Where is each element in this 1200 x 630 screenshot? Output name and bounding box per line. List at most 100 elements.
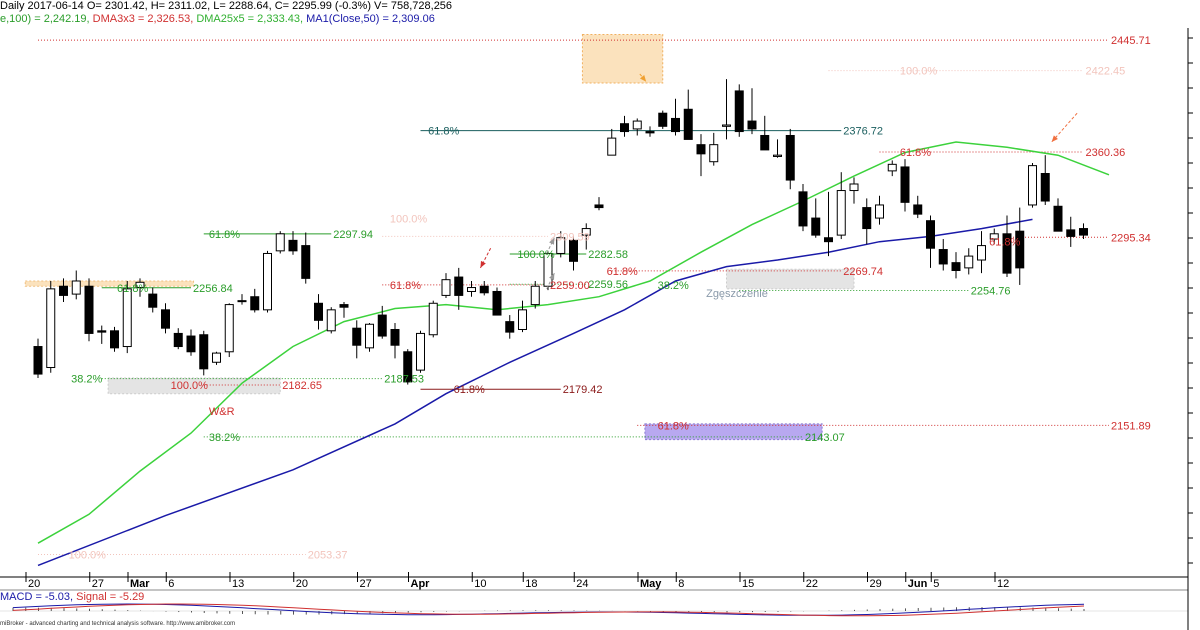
x-tick-label: 6 bbox=[168, 578, 174, 590]
fib-label: 38.2% bbox=[658, 280, 689, 292]
candle-body bbox=[556, 237, 566, 254]
candle-body bbox=[122, 288, 132, 348]
candle-body bbox=[977, 245, 986, 261]
level-price-label: 2259.00 bbox=[550, 280, 590, 292]
level-price-label: 2269.74 bbox=[843, 266, 883, 278]
level-price-label: 2151.89 bbox=[1111, 420, 1151, 432]
candle-body bbox=[683, 108, 693, 140]
candles bbox=[33, 79, 1088, 385]
candle-body bbox=[1053, 205, 1063, 232]
macd-signal: Signal = -5.29 bbox=[73, 591, 145, 603]
arrow-orange-june-head bbox=[1051, 135, 1058, 143]
horizontal-levels bbox=[38, 39, 1109, 555]
candle-body bbox=[59, 285, 68, 296]
x-tick-label: 5 bbox=[933, 578, 939, 590]
candle-body bbox=[224, 304, 234, 353]
arrow-orange-top-head bbox=[639, 75, 647, 82]
candle-body bbox=[84, 285, 94, 334]
candle-body bbox=[301, 245, 311, 279]
candle-body bbox=[467, 287, 476, 292]
candle-body bbox=[964, 255, 974, 269]
candle-body bbox=[326, 309, 336, 332]
candle-body bbox=[875, 204, 884, 219]
shaded-zone-2 bbox=[107, 377, 281, 395]
level-price-label: 2309.59 bbox=[550, 231, 590, 243]
candle-body bbox=[836, 190, 846, 236]
candle-body bbox=[1079, 228, 1088, 236]
candle-body bbox=[428, 302, 438, 336]
level-price-label: 2259.56 bbox=[588, 279, 628, 291]
candle-body bbox=[97, 330, 107, 333]
arrow-gray-lower-head bbox=[549, 237, 555, 245]
candle-body bbox=[492, 290, 502, 316]
candle-body bbox=[747, 120, 757, 130]
right-axis bbox=[1187, 28, 1193, 630]
chart-header-line1: Daily 2017-06-14 O= 2301.42, H= 2311.02,… bbox=[0, 0, 452, 13]
candle-body bbox=[1002, 233, 1012, 274]
candle-body bbox=[250, 296, 260, 311]
fib-label: 61.8% bbox=[658, 420, 689, 432]
fib-label: 100.0% bbox=[69, 549, 107, 561]
arrow-red-april bbox=[479, 247, 492, 269]
candle-body bbox=[569, 239, 578, 262]
candle-body bbox=[1040, 173, 1050, 202]
level-price-label: 2422.45 bbox=[1086, 66, 1126, 78]
candle-body bbox=[1028, 165, 1037, 206]
indicator-readout-1: DMA3x3 = 2,326.53, bbox=[92, 13, 197, 25]
candle-body bbox=[199, 334, 209, 370]
x-tick-label: 15 bbox=[742, 578, 754, 590]
candle-body bbox=[785, 134, 795, 181]
x-tick-label: 20 bbox=[296, 578, 308, 590]
ohlc-readout: Daily 2017-06-14 O= 2301.42, H= 2311.02,… bbox=[0, 0, 453, 12]
macd-line bbox=[12, 603, 1085, 616]
footer-credit: miBroker - advanced charting and technic… bbox=[0, 621, 236, 627]
fib-label: 61.8% bbox=[454, 384, 485, 396]
shaded-zone-1 bbox=[726, 268, 855, 290]
indicator-readout-3: MA1(Close,50) = 2,309.06 bbox=[306, 13, 435, 25]
candle-body bbox=[913, 204, 923, 215]
candle-body bbox=[798, 191, 808, 227]
candle-body bbox=[33, 346, 43, 375]
fib-label: 61.8% bbox=[428, 126, 459, 138]
candle-body bbox=[212, 352, 221, 363]
x-tick-label: 29 bbox=[870, 578, 882, 590]
candle-body bbox=[390, 328, 400, 346]
candle-body bbox=[71, 280, 81, 295]
candle-body bbox=[365, 323, 374, 349]
candle-body bbox=[314, 302, 323, 321]
candle-body bbox=[900, 166, 910, 203]
x-tick-label: 10 bbox=[474, 578, 486, 590]
candle-body bbox=[263, 252, 272, 311]
candle-body bbox=[824, 237, 833, 243]
fib-label: 100.0% bbox=[171, 380, 209, 392]
level-price-label: 2182.65 bbox=[282, 380, 322, 392]
candle-body bbox=[505, 321, 515, 333]
level-price-label: 2297.94 bbox=[333, 229, 373, 241]
dma25-line bbox=[37, 141, 1110, 544]
candle-body bbox=[186, 335, 196, 353]
candle-body bbox=[288, 239, 298, 252]
level-price-label: 2143.07 bbox=[805, 432, 845, 444]
candle-body bbox=[173, 332, 183, 348]
level-price-label: 2376.72 bbox=[843, 126, 883, 138]
candle-body bbox=[926, 220, 935, 249]
fib-label: 61.8% bbox=[900, 147, 931, 159]
arrow-gray-upper-head bbox=[549, 273, 555, 281]
level-price-label: 2053.37 bbox=[308, 549, 348, 561]
fib-label: 38.2% bbox=[71, 374, 102, 386]
fib-label: 100.0% bbox=[900, 66, 938, 78]
candle-body bbox=[811, 217, 821, 236]
candle-body bbox=[696, 144, 706, 155]
candle-body bbox=[760, 134, 770, 151]
shaded-zone-4 bbox=[24, 280, 195, 287]
x-tick-label: 12 bbox=[997, 578, 1009, 590]
fib-label: 61.8% bbox=[209, 229, 240, 241]
level-price-label: 2254.76 bbox=[971, 285, 1011, 297]
x-tick-label: Jun bbox=[908, 578, 928, 590]
x-tick-label: 20 bbox=[28, 578, 40, 590]
x-tick-label: May bbox=[640, 578, 662, 590]
candle-body bbox=[594, 204, 604, 209]
candle-body bbox=[454, 276, 464, 296]
candle-body bbox=[938, 249, 948, 265]
